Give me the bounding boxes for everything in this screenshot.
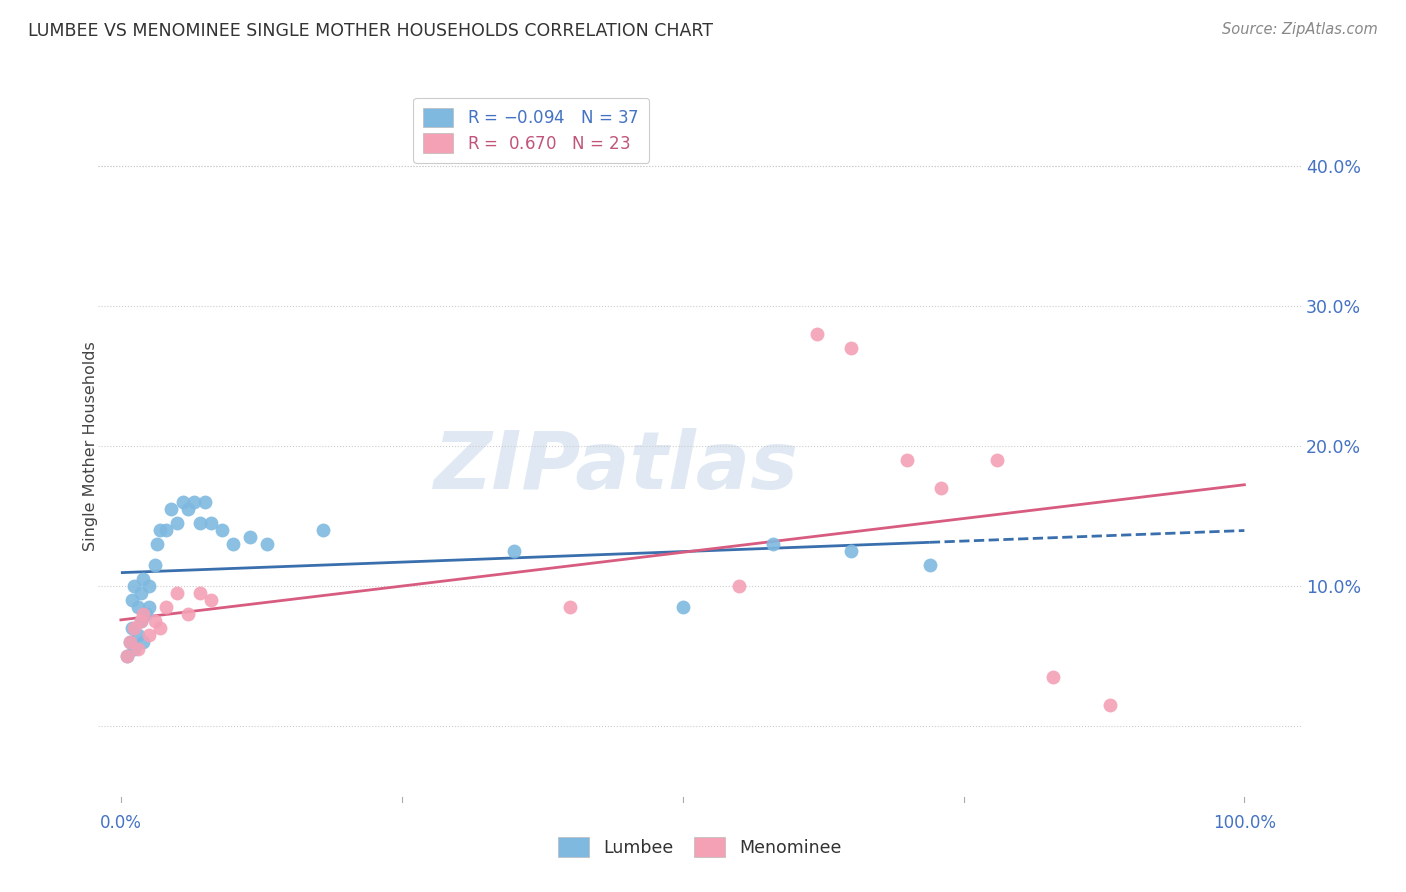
Point bbox=[146, 537, 169, 551]
Legend: Lumbee, Menominee: Lumbee, Menominee bbox=[548, 828, 851, 865]
Point bbox=[115, 648, 138, 663]
Point bbox=[986, 453, 1008, 467]
Point bbox=[166, 586, 188, 600]
Point bbox=[918, 558, 941, 572]
Point bbox=[896, 453, 918, 467]
Point bbox=[160, 502, 183, 516]
Point bbox=[118, 635, 141, 649]
Point bbox=[118, 635, 141, 649]
Point bbox=[124, 641, 146, 656]
Point bbox=[672, 599, 695, 614]
Point bbox=[761, 537, 783, 551]
Point bbox=[200, 516, 222, 530]
Point bbox=[727, 579, 749, 593]
Point bbox=[1098, 698, 1121, 712]
Point bbox=[172, 495, 194, 509]
Point bbox=[155, 523, 177, 537]
Point bbox=[143, 614, 166, 628]
Point bbox=[132, 635, 155, 649]
Point bbox=[129, 586, 152, 600]
Point bbox=[1042, 670, 1064, 684]
Point bbox=[503, 544, 526, 558]
Point bbox=[256, 537, 278, 551]
Point bbox=[188, 586, 211, 600]
Point bbox=[121, 621, 143, 635]
Point bbox=[806, 327, 828, 342]
Y-axis label: Single Mother Households: Single Mother Households bbox=[83, 341, 97, 551]
Point bbox=[149, 621, 172, 635]
Text: 0.0%: 0.0% bbox=[100, 814, 142, 832]
Point bbox=[135, 607, 157, 621]
Text: Source: ZipAtlas.com: Source: ZipAtlas.com bbox=[1222, 22, 1378, 37]
Point bbox=[127, 628, 149, 642]
Point bbox=[149, 523, 172, 537]
Point bbox=[121, 593, 143, 607]
Point bbox=[143, 558, 166, 572]
Point bbox=[132, 607, 155, 621]
Point bbox=[132, 572, 155, 586]
Point bbox=[560, 599, 582, 614]
Point bbox=[188, 516, 211, 530]
Point bbox=[129, 614, 152, 628]
Point bbox=[155, 599, 177, 614]
Point bbox=[929, 481, 952, 495]
Point bbox=[127, 641, 149, 656]
Point bbox=[177, 607, 200, 621]
Point bbox=[222, 537, 245, 551]
Text: LUMBEE VS MENOMINEE SINGLE MOTHER HOUSEHOLDS CORRELATION CHART: LUMBEE VS MENOMINEE SINGLE MOTHER HOUSEH… bbox=[28, 22, 713, 40]
Text: ZIPatlas: ZIPatlas bbox=[433, 428, 797, 507]
Point bbox=[127, 599, 149, 614]
Point bbox=[839, 341, 862, 355]
Text: 100.0%: 100.0% bbox=[1213, 814, 1275, 832]
Point bbox=[124, 621, 146, 635]
Point bbox=[138, 579, 160, 593]
Point bbox=[839, 544, 862, 558]
Point bbox=[194, 495, 217, 509]
Point bbox=[312, 523, 335, 537]
Point bbox=[115, 648, 138, 663]
Point bbox=[129, 614, 152, 628]
Point bbox=[183, 495, 205, 509]
Point bbox=[177, 502, 200, 516]
Point bbox=[138, 599, 160, 614]
Point bbox=[211, 523, 233, 537]
Point bbox=[124, 579, 146, 593]
Point bbox=[138, 628, 160, 642]
Point bbox=[239, 530, 262, 544]
Point bbox=[200, 593, 222, 607]
Point bbox=[166, 516, 188, 530]
